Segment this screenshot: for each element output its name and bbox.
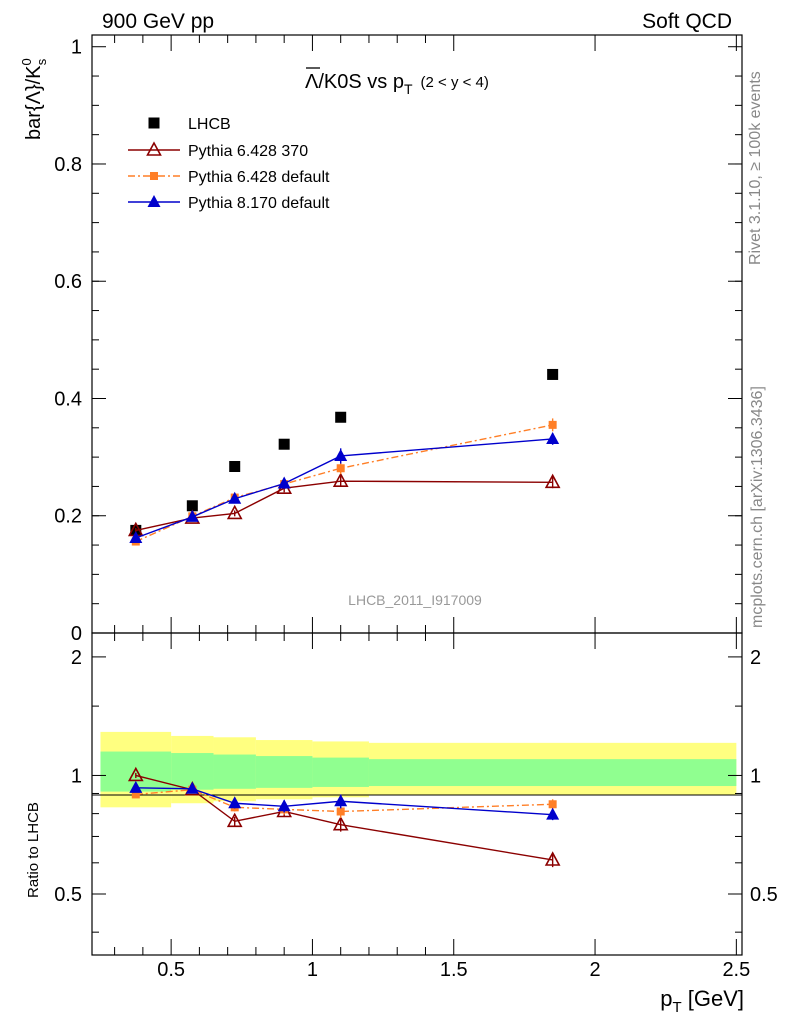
main-point-1-4 — [332, 472, 349, 487]
ratio-point-0-5 — [544, 851, 561, 866]
main-point-3-2 — [228, 491, 242, 504]
main-point-3-4 — [334, 448, 348, 461]
main-ylabel-sub: s — [34, 58, 49, 65]
ratio-band-1-3 — [255, 756, 313, 788]
side-label-rivet: Rivet 3.1.10, ≥ 100k events — [747, 71, 764, 265]
ratio-line-0 — [135, 774, 553, 861]
main-series-layer — [127, 368, 561, 546]
ratio-band-1-5 — [368, 759, 737, 787]
xtick-label-2: 1.5 — [440, 959, 468, 981]
title-sub: T — [404, 81, 413, 97]
main-point-0-4 — [335, 411, 347, 423]
main-ytick-label-0: 0 — [71, 623, 82, 645]
main-line-3 — [135, 438, 553, 539]
main-line-2 — [135, 424, 553, 543]
ratio-band-1-2 — [213, 754, 256, 789]
xlabel-pre: p — [660, 986, 672, 1011]
header-left: 900 GeV pp — [102, 10, 214, 33]
main-title: Λ/K0S vs pT (2 < y < 4) — [305, 71, 489, 97]
ratio-band-1-4 — [312, 757, 369, 787]
ratio-series-layer — [127, 766, 561, 868]
ratio-ytick-label-right-2: 2 — [750, 647, 761, 669]
xtick-label-4: 2.5 — [722, 959, 750, 981]
legend-label-pythia6-default: Pythia 6.428 default — [188, 169, 330, 186]
ratio-point-2-5 — [546, 807, 560, 820]
main-point-2-4 — [336, 464, 345, 473]
main-ytick-label-3: 0.6 — [54, 271, 82, 293]
ratio-point-0-0 — [127, 766, 144, 782]
main-point-0-1 — [186, 500, 198, 512]
legend-marker-1 — [146, 141, 162, 156]
main-ytick-label-1: 0.2 — [54, 506, 82, 528]
xlabel-post: [GeV] — [682, 986, 744, 1011]
title-main: /K0S vs p — [318, 71, 404, 93]
ratio-point-1-5 — [548, 800, 557, 809]
legend: LHCB Pythia 6.428 370 Pythia 6.428 defau… — [128, 116, 330, 212]
header-right: Soft QCD — [642, 10, 732, 33]
ratio-point-0-4 — [332, 815, 349, 831]
ratio-panel: 0.5 0.5 1 1 2 2 0.5 1 1.5 2 2.5 Ratio to LHCB pT [… — [25, 632, 778, 1016]
ratio-tick-layer: 0.5 0.5 1 1 2 2 0.5 1 1.5 2 2.5 — [54, 633, 778, 981]
main-point-3-5 — [546, 431, 560, 444]
xtick-label-0: 0.5 — [157, 959, 185, 981]
main-point-1-2 — [226, 504, 243, 520]
main-ytick-label-5: 1 — [71, 37, 82, 59]
xtick-label-3: 2 — [589, 959, 600, 981]
main-point-3-1 — [185, 509, 199, 522]
legend-label-lhcb: LHCB — [188, 116, 231, 133]
main-ytick-label-4: 0.8 — [54, 154, 82, 176]
main-point-0-3 — [278, 438, 290, 450]
legend-marker-0 — [148, 117, 160, 129]
main-point-0-5 — [547, 368, 559, 380]
ratio-point-2-3 — [277, 799, 291, 812]
ratio-frame — [91, 632, 743, 956]
ratio-point-2-0 — [129, 780, 143, 793]
main-point-1-5 — [544, 473, 561, 489]
ratio-point-2-4 — [334, 794, 348, 807]
main-ytick-label-2: 0.4 — [54, 388, 82, 410]
ratio-point-1-4 — [336, 807, 345, 816]
legend-marker-3 — [147, 195, 161, 207]
x-axis-label: pT [GeV] — [660, 986, 744, 1016]
title-cut: (2 < y < 4) — [421, 74, 489, 91]
main-ylabel: bar{Λ}/K0s — [19, 58, 49, 140]
legend-markers — [128, 117, 180, 207]
legend-label-pythia6-370: Pythia 6.428 370 — [188, 143, 308, 160]
main-panel: 0 0.2 0.4 0.6 0.8 1 Λ/K0S vs pT (2 < y < 4) ba… — [19, 34, 743, 645]
ratio-point-0-2 — [226, 812, 243, 828]
ratio-line-2 — [135, 787, 553, 816]
main-ylabel-sup: 0 — [19, 58, 34, 65]
legend-marker-2 — [150, 172, 158, 180]
ratio-band-layer — [100, 731, 737, 808]
ratio-ytick-label-right-0: 0.5 — [750, 884, 778, 906]
ratio-ylabel: Ratio to LHCB — [25, 802, 42, 898]
analysis-watermark: LHCB_2011_I917009 — [348, 592, 482, 608]
main-point-3-0 — [129, 531, 143, 544]
ratio-point-2-2 — [228, 796, 242, 809]
main-ylabel-pre: bar{Λ}/K — [23, 65, 45, 140]
main-point-2-5 — [548, 420, 557, 429]
main-point-3-3 — [277, 476, 291, 489]
legend-label-pythia8-default: Pythia 8.170 default — [188, 195, 330, 212]
xtick-label-1: 1 — [307, 959, 318, 981]
ratio-ytick-label-left-0: 0.5 — [54, 884, 82, 906]
main-tick-layer: 0 0.2 0.4 0.6 0.8 1 — [54, 35, 742, 645]
ratio-ytick-label-left-2: 2 — [71, 647, 82, 669]
ratio-point-2-1 — [185, 781, 199, 794]
main-point-0-2 — [229, 460, 241, 472]
title-lambda-bar: Λ — [305, 71, 319, 93]
xlabel-sub: T — [672, 999, 681, 1016]
ratio-line-1 — [135, 788, 553, 813]
ratio-point-1-0 — [131, 790, 140, 799]
ratio-ytick-label-right-1: 1 — [750, 765, 761, 787]
side-label-mcplots: mcplots.cern.ch [arXiv:1306.3436] — [749, 386, 766, 628]
ratio-ytick-label-left-1: 1 — [71, 765, 82, 787]
